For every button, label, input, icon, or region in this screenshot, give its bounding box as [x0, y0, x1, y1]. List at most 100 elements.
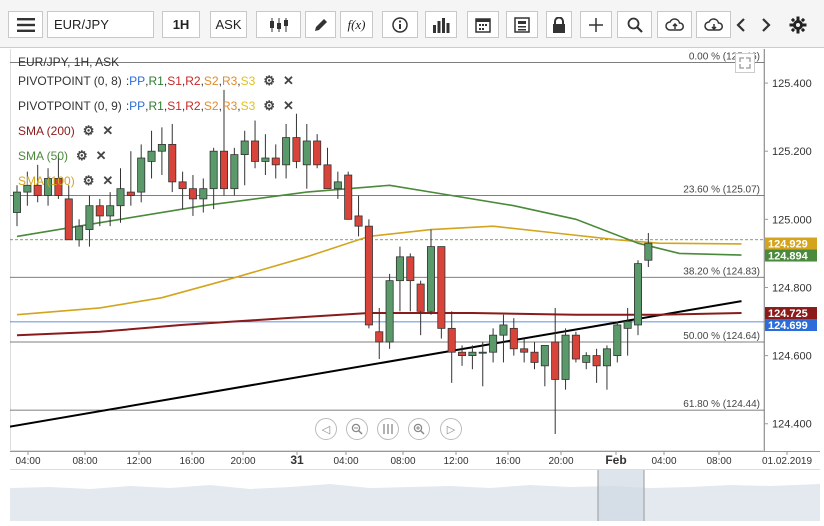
function-icon: f(x) — [347, 16, 366, 32]
crosshair-button[interactable] — [580, 11, 612, 38]
gear-icon[interactable]: ⚙ — [263, 73, 275, 88]
scroll-right-button[interactable] — [755, 11, 777, 38]
x-tick-label-6: 04:00 — [333, 456, 358, 467]
candle-body-41 — [437, 246, 446, 329]
timeframe-select[interactable]: 1H — [162, 11, 200, 38]
candle-body-43 — [458, 351, 467, 357]
fib-label-3: 50.00 % (124.64) — [683, 331, 760, 342]
menu-button[interactable] — [8, 11, 43, 38]
symbol-select[interactable]: EUR/JPY — [47, 11, 154, 38]
x-tick-label-13: 08:00 — [706, 456, 731, 467]
reset-icon — [383, 424, 393, 434]
scroll-left-button[interactable] — [730, 11, 752, 38]
candle-body-19 — [209, 150, 218, 190]
chart-area[interactable] — [10, 49, 764, 451]
candle-body-21 — [230, 154, 239, 190]
legend-sma-200[interactable]: SMA (200) ⚙ ✕ — [18, 123, 113, 139]
candle-body-42 — [447, 327, 456, 353]
price-tag-bg-3 — [765, 319, 817, 332]
candle-body-60 — [634, 263, 643, 326]
legend-r2-label: R2 — [185, 99, 201, 113]
hamburger-icon — [16, 17, 35, 32]
legend-r1-label: R1 — [148, 99, 164, 113]
news-button[interactable] — [506, 11, 538, 38]
candle-body-54 — [571, 334, 580, 360]
symbol-label: EUR/JPY — [54, 17, 109, 32]
x-tick-label-0: 04:00 — [15, 456, 40, 467]
close-icon[interactable]: ✕ — [102, 123, 114, 138]
candle-body-0 — [12, 191, 21, 213]
zoom-out-button[interactable] — [346, 418, 368, 440]
chart-type-button[interactable] — [256, 11, 301, 38]
legend-pp-label: PP — [129, 74, 146, 88]
info-button[interactable] — [382, 11, 418, 38]
legend-sma-100[interactable]: SMA (100) ⚙ ✕ — [18, 173, 113, 189]
gear-icon[interactable]: ⚙ — [263, 98, 275, 113]
draw-button[interactable] — [305, 11, 336, 38]
candle-body-51 — [540, 344, 549, 367]
candle-body-30 — [323, 164, 332, 190]
cloud-download-icon — [703, 17, 723, 31]
download-button[interactable] — [696, 11, 731, 38]
toolbar: EUR/JPY 1H ASK f(x) — [0, 0, 824, 48]
lock-button[interactable] — [546, 11, 572, 38]
candle-body-1 — [23, 184, 32, 193]
chart-title-text: EUR/JPY, 1H, ASK — [18, 55, 120, 69]
trendline — [10, 300, 742, 428]
candle-body-38 — [406, 256, 415, 282]
close-icon[interactable]: ✕ — [282, 73, 294, 88]
candle-body-59 — [623, 321, 632, 329]
candle-body-48 — [509, 327, 518, 350]
candle-body-5 — [64, 198, 73, 241]
upload-button[interactable] — [657, 11, 692, 38]
candle-body-55 — [582, 355, 591, 363]
gear-icon[interactable]: ⚙ — [82, 123, 95, 138]
legend-sma-50[interactable]: SMA (50) ⚙ ✕ — [18, 148, 107, 164]
candle-body-39 — [416, 283, 425, 312]
candle-body-61 — [644, 242, 653, 261]
candle-body-37 — [395, 256, 404, 282]
pan-left-button[interactable]: ◁ — [315, 418, 337, 440]
reset-zoom-button[interactable] — [377, 418, 399, 440]
legend-pivot-9[interactable]: PIVOTPOINT (0, 9) : PP, R1, S1, R2, S2, … — [18, 98, 294, 113]
candle-body-9 — [106, 205, 115, 217]
y-tick-label-3: 124.800 — [772, 282, 812, 294]
candle-body-18 — [199, 188, 208, 200]
close-icon[interactable]: ✕ — [95, 148, 107, 163]
fullscreen-button[interactable] — [735, 53, 755, 73]
fib-label-4: 61.80 % (124.44) — [683, 399, 760, 410]
calendar-button[interactable] — [467, 11, 499, 38]
candle-body-57 — [602, 348, 611, 367]
candle-body-14 — [157, 143, 166, 152]
legend-sma-50-name: SMA (50) — [18, 149, 69, 163]
plot-group: 0.00 % (125.46) 23.60 % (125.07) 38.20 % (… — [10, 52, 764, 434]
expand-icon — [739, 57, 751, 69]
legend-s1-label: S1 — [167, 74, 182, 88]
price-type-select[interactable]: ASK — [210, 11, 247, 38]
candle-body-12 — [137, 157, 146, 193]
legend-s2-label: S2 — [203, 74, 219, 88]
legend-s1-label: S1 — [167, 99, 182, 113]
pan-right-button[interactable]: ▷ — [440, 418, 462, 440]
navigator-pane[interactable] — [10, 469, 820, 521]
y-tick-label-0: 125.400 — [772, 78, 812, 90]
indicators-button[interactable]: f(x) — [340, 11, 373, 38]
volume-button[interactable] — [425, 11, 457, 38]
legend-pivot-8[interactable]: PIVOTPOINT (0, 8) : PP, R1, S1, R2, S2, … — [18, 73, 294, 88]
settings-button[interactable] — [786, 11, 810, 38]
candle-body-34 — [364, 225, 373, 326]
zoom-button[interactable] — [617, 11, 652, 38]
candle-body-31 — [333, 181, 342, 190]
chart-title: EUR/JPY, 1H, ASK — [18, 55, 119, 69]
gear-icon[interactable]: ⚙ — [82, 173, 95, 188]
x-tick-label-12: 04:00 — [651, 456, 676, 467]
close-icon[interactable]: ✕ — [102, 173, 114, 188]
gear-icon[interactable]: ⚙ — [76, 148, 88, 163]
zoom-in-button[interactable] — [408, 418, 430, 440]
candle-body-7 — [85, 205, 94, 230]
close-icon[interactable]: ✕ — [282, 98, 294, 113]
candle-body-26 — [282, 137, 291, 166]
candle-body-11 — [126, 191, 135, 196]
time-axis[interactable] — [10, 451, 820, 469]
sma-100-line — [16, 225, 742, 316]
